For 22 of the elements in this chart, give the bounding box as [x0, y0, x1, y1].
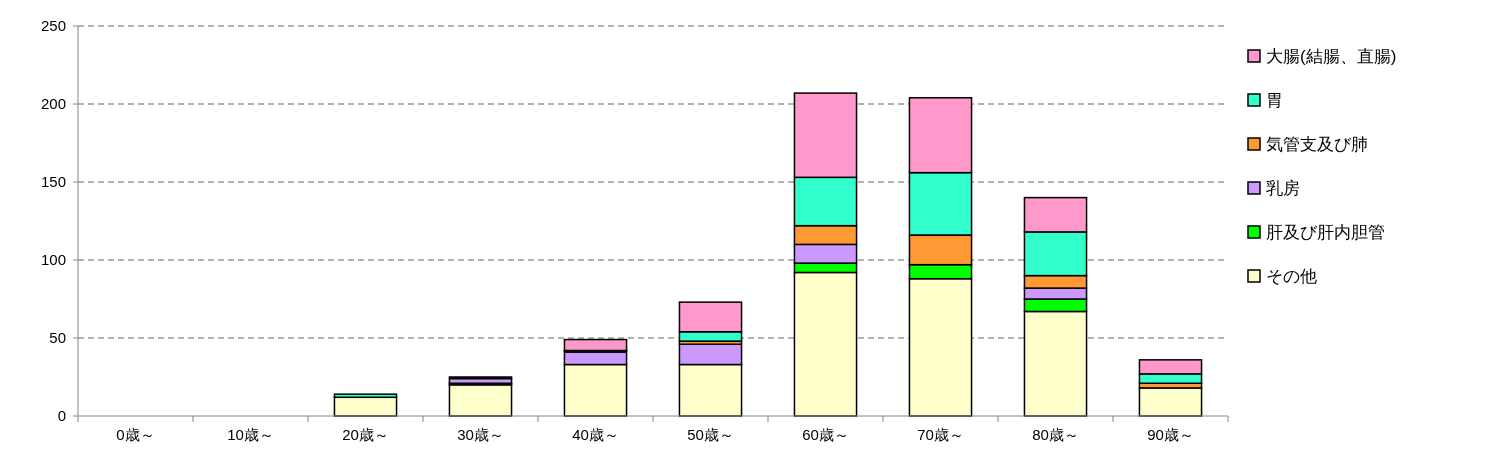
- x-tick-label: 30歳～: [457, 426, 504, 443]
- legend-label: 乳房: [1266, 178, 1300, 198]
- x-tick-label: 90歳～: [1147, 426, 1194, 443]
- x-tick-label: 40歳～: [572, 426, 619, 443]
- x-tick-label: 0歳～: [116, 426, 155, 443]
- x-tick-label: 50歳～: [687, 426, 734, 443]
- x-tick-label: 20歳～: [342, 426, 389, 443]
- x-tick-label: 80歳～: [1032, 426, 1079, 443]
- x-tick-label: 60歳～: [802, 426, 849, 443]
- legend-label: 大腸(結腸、直腸): [1266, 46, 1397, 66]
- x-tick-label: 70歳～: [917, 426, 964, 443]
- legend-label: その他: [1266, 266, 1317, 286]
- legend-label: 胃: [1266, 90, 1283, 110]
- x-tick-label: 10歳～: [227, 426, 274, 443]
- y-tick-label: 50: [49, 329, 66, 347]
- y-tick-label: 0: [57, 407, 66, 425]
- y-tick-label: 100: [40, 251, 66, 269]
- y-tick-label: 150: [40, 173, 66, 191]
- y-tick-label: 200: [40, 95, 66, 113]
- legend-label: 肝及び肝内胆管: [1266, 222, 1385, 242]
- y-tick-label: 250: [40, 17, 66, 35]
- legend-label: 気管支及び肺: [1266, 134, 1368, 154]
